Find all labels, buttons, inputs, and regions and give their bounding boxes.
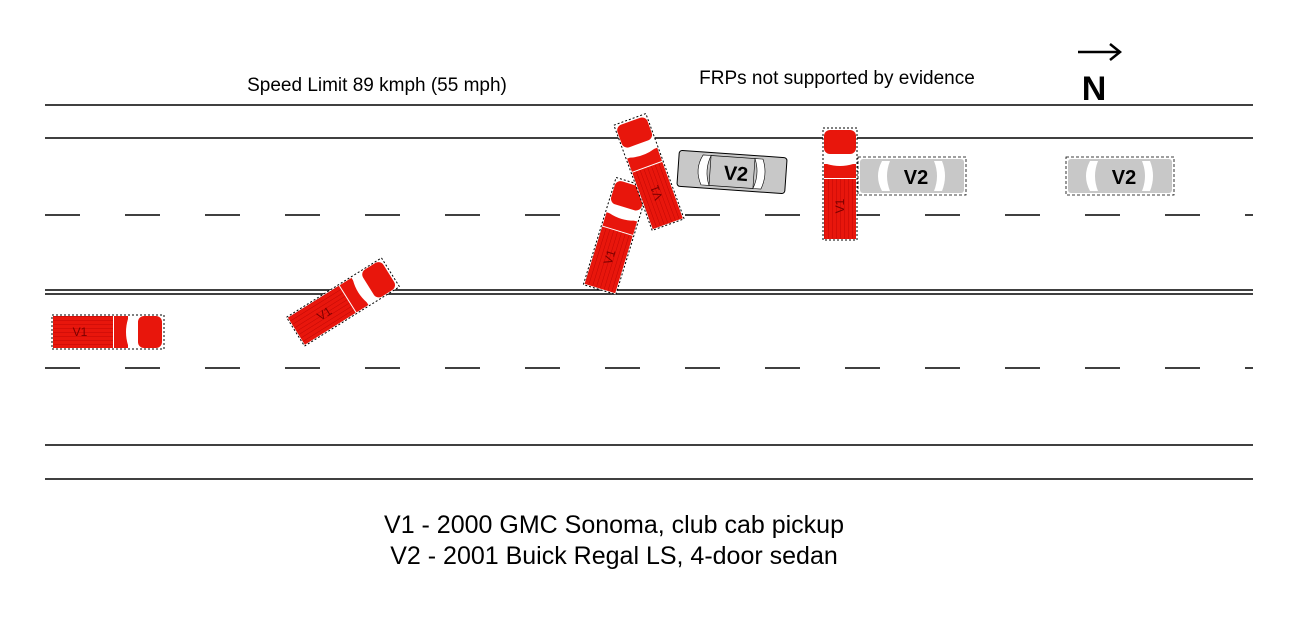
v2-sedan-impact: V2 bbox=[676, 149, 788, 195]
v1-pickup-final-rest: V1 bbox=[822, 127, 858, 241]
roadway bbox=[45, 104, 1253, 480]
v1-label: V1 bbox=[833, 198, 847, 213]
v1-label: V1 bbox=[647, 183, 665, 202]
north-label: N bbox=[1082, 70, 1107, 108]
speed-limit-label: Speed Limit 89 kmph (55 mph) bbox=[247, 75, 507, 96]
v1-pickup-position-4: V1 bbox=[613, 112, 685, 232]
v2-label: V2 bbox=[723, 162, 749, 186]
v1-pickup-position-2: V1 bbox=[285, 257, 401, 347]
v2-label: V2 bbox=[904, 167, 928, 189]
v2-label: V2 bbox=[1112, 167, 1136, 189]
frps-note-label: FRPs not supported by evidence bbox=[699, 68, 975, 89]
v2-sedan-pre-impact: V2 bbox=[1065, 156, 1175, 196]
v1-pickup-position-1: V1 bbox=[51, 314, 165, 350]
legend-v2: V2 - 2001 Buick Regal LS, 4-door sedan bbox=[390, 542, 838, 570]
v2-sedan-final-rest: V2 bbox=[857, 156, 967, 196]
v1-label: V1 bbox=[314, 304, 334, 324]
north-arrow-icon bbox=[1078, 43, 1123, 61]
v1-label: V1 bbox=[73, 325, 88, 339]
v1-label: V1 bbox=[601, 248, 619, 266]
legend-v1: V1 - 2000 GMC Sonoma, club cab pickup bbox=[384, 511, 844, 539]
